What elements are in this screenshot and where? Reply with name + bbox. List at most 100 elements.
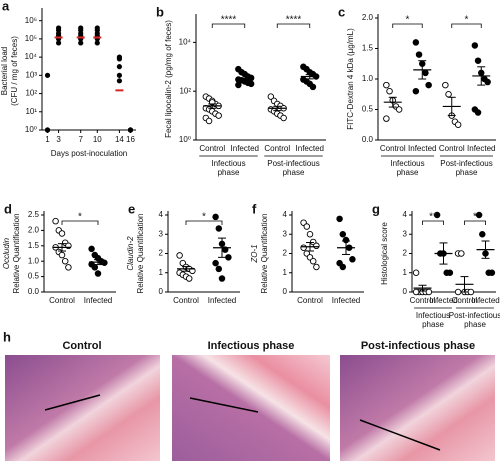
point (116, 56, 123, 62)
point (339, 230, 347, 238)
point (467, 288, 475, 296)
x-tick-label: Control (410, 296, 436, 305)
significance-label: * (78, 212, 82, 223)
image (340, 355, 495, 461)
point (58, 251, 66, 259)
point (474, 109, 482, 116)
y-axis-label: Relative Quantification (12, 213, 21, 293)
point (474, 57, 482, 64)
significance-label: * (473, 212, 477, 223)
point (339, 263, 347, 271)
phase-label: phase (456, 168, 478, 177)
point (386, 87, 393, 95)
phase-label: Post-infectious (449, 311, 500, 320)
y-tick-label: 2.0 (362, 13, 374, 22)
phase-label: phase (397, 168, 419, 177)
x-tick-label: Control (297, 296, 323, 305)
point (212, 213, 219, 221)
y-axis-label: Relative Quantification (136, 213, 145, 293)
point (412, 87, 420, 95)
image-title: Control (62, 340, 101, 352)
significance-bracket (185, 220, 223, 225)
y-tick-label: 0.5 (28, 272, 40, 281)
y-tick-label: 4 (283, 210, 288, 219)
point (303, 223, 311, 230)
panel-letter: f (252, 201, 257, 216)
x-tick-label: 7 (78, 135, 83, 144)
x-tick-label: Control (199, 144, 225, 153)
point (88, 245, 95, 253)
y-tick-label: 1.0 (362, 74, 374, 83)
x-tick-label: 10 (93, 135, 102, 144)
significance-label: **** (221, 15, 237, 26)
significance-label: * (406, 15, 410, 26)
point (313, 242, 320, 250)
point (412, 288, 420, 296)
point (247, 80, 255, 88)
y-axis-label: Fecal lipocalin-2 (pg/mg of feces) (164, 20, 173, 138)
significance-label: **** (286, 15, 302, 26)
x-axis-label: Days post-inoculation (51, 149, 127, 158)
point (309, 257, 317, 265)
y-tick-label: 1.5 (28, 241, 40, 250)
point (55, 40, 62, 46)
y-tick-label: 10⁶ (25, 16, 37, 25)
significance-label: ** (429, 212, 437, 223)
panel-letter: d (4, 201, 12, 216)
point (383, 115, 390, 122)
significance-bracket (211, 23, 246, 28)
y-tick-label: 2 (159, 249, 164, 258)
y-axis-label: ZO-1 (250, 244, 259, 263)
point (458, 250, 465, 257)
image (172, 355, 330, 461)
point (454, 288, 462, 296)
point (94, 270, 102, 277)
y-tick-label: 0 (403, 287, 408, 296)
y-tick-label: 0.0 (28, 287, 40, 296)
phase-label: phase (422, 320, 444, 329)
x-tick-label: Control (173, 296, 199, 305)
point (383, 81, 390, 89)
point (484, 78, 491, 86)
y-tick-label: 1 (283, 268, 288, 277)
point (44, 127, 51, 133)
phase-label: phase (464, 320, 486, 329)
y-tick-label: 10⁰ (25, 125, 37, 134)
point (218, 275, 226, 282)
point (116, 78, 123, 84)
point (78, 40, 84, 46)
y-axis-label: FITC-Dextran 4 kDa (µg/mL) (346, 28, 355, 130)
x-tick-label: Control (264, 144, 290, 153)
y-axis-label: Claudin-2 (126, 236, 135, 271)
y-tick-label: 2.5 (28, 210, 40, 219)
phase-label: phase (218, 168, 240, 177)
point (280, 114, 287, 122)
image (5, 355, 160, 461)
point (205, 117, 213, 125)
y-tick-label: 0.0 (362, 135, 374, 144)
point (267, 93, 275, 100)
arrow (189, 397, 259, 413)
point (488, 269, 496, 277)
panel-letter: e (128, 201, 135, 216)
point (471, 42, 479, 49)
point (225, 254, 232, 261)
panel-letter: b (156, 4, 164, 19)
significance-label: * (465, 15, 469, 26)
significance-label: * (202, 212, 206, 223)
point (425, 288, 433, 296)
phase-label: phase (283, 168, 305, 177)
point (116, 72, 123, 78)
histology-image (5, 355, 160, 461)
point (425, 81, 432, 89)
histology-image (172, 355, 330, 461)
point (58, 230, 66, 237)
y-tick-label: 4 (403, 210, 408, 219)
y-axis-label: Occludin (2, 237, 11, 269)
y-tick-label: 1 (159, 268, 164, 277)
point (215, 265, 223, 273)
x-tick-label: Infected (208, 296, 236, 305)
phase-label: Post-infectious (267, 159, 319, 168)
panel-letter: a (2, 0, 10, 13)
